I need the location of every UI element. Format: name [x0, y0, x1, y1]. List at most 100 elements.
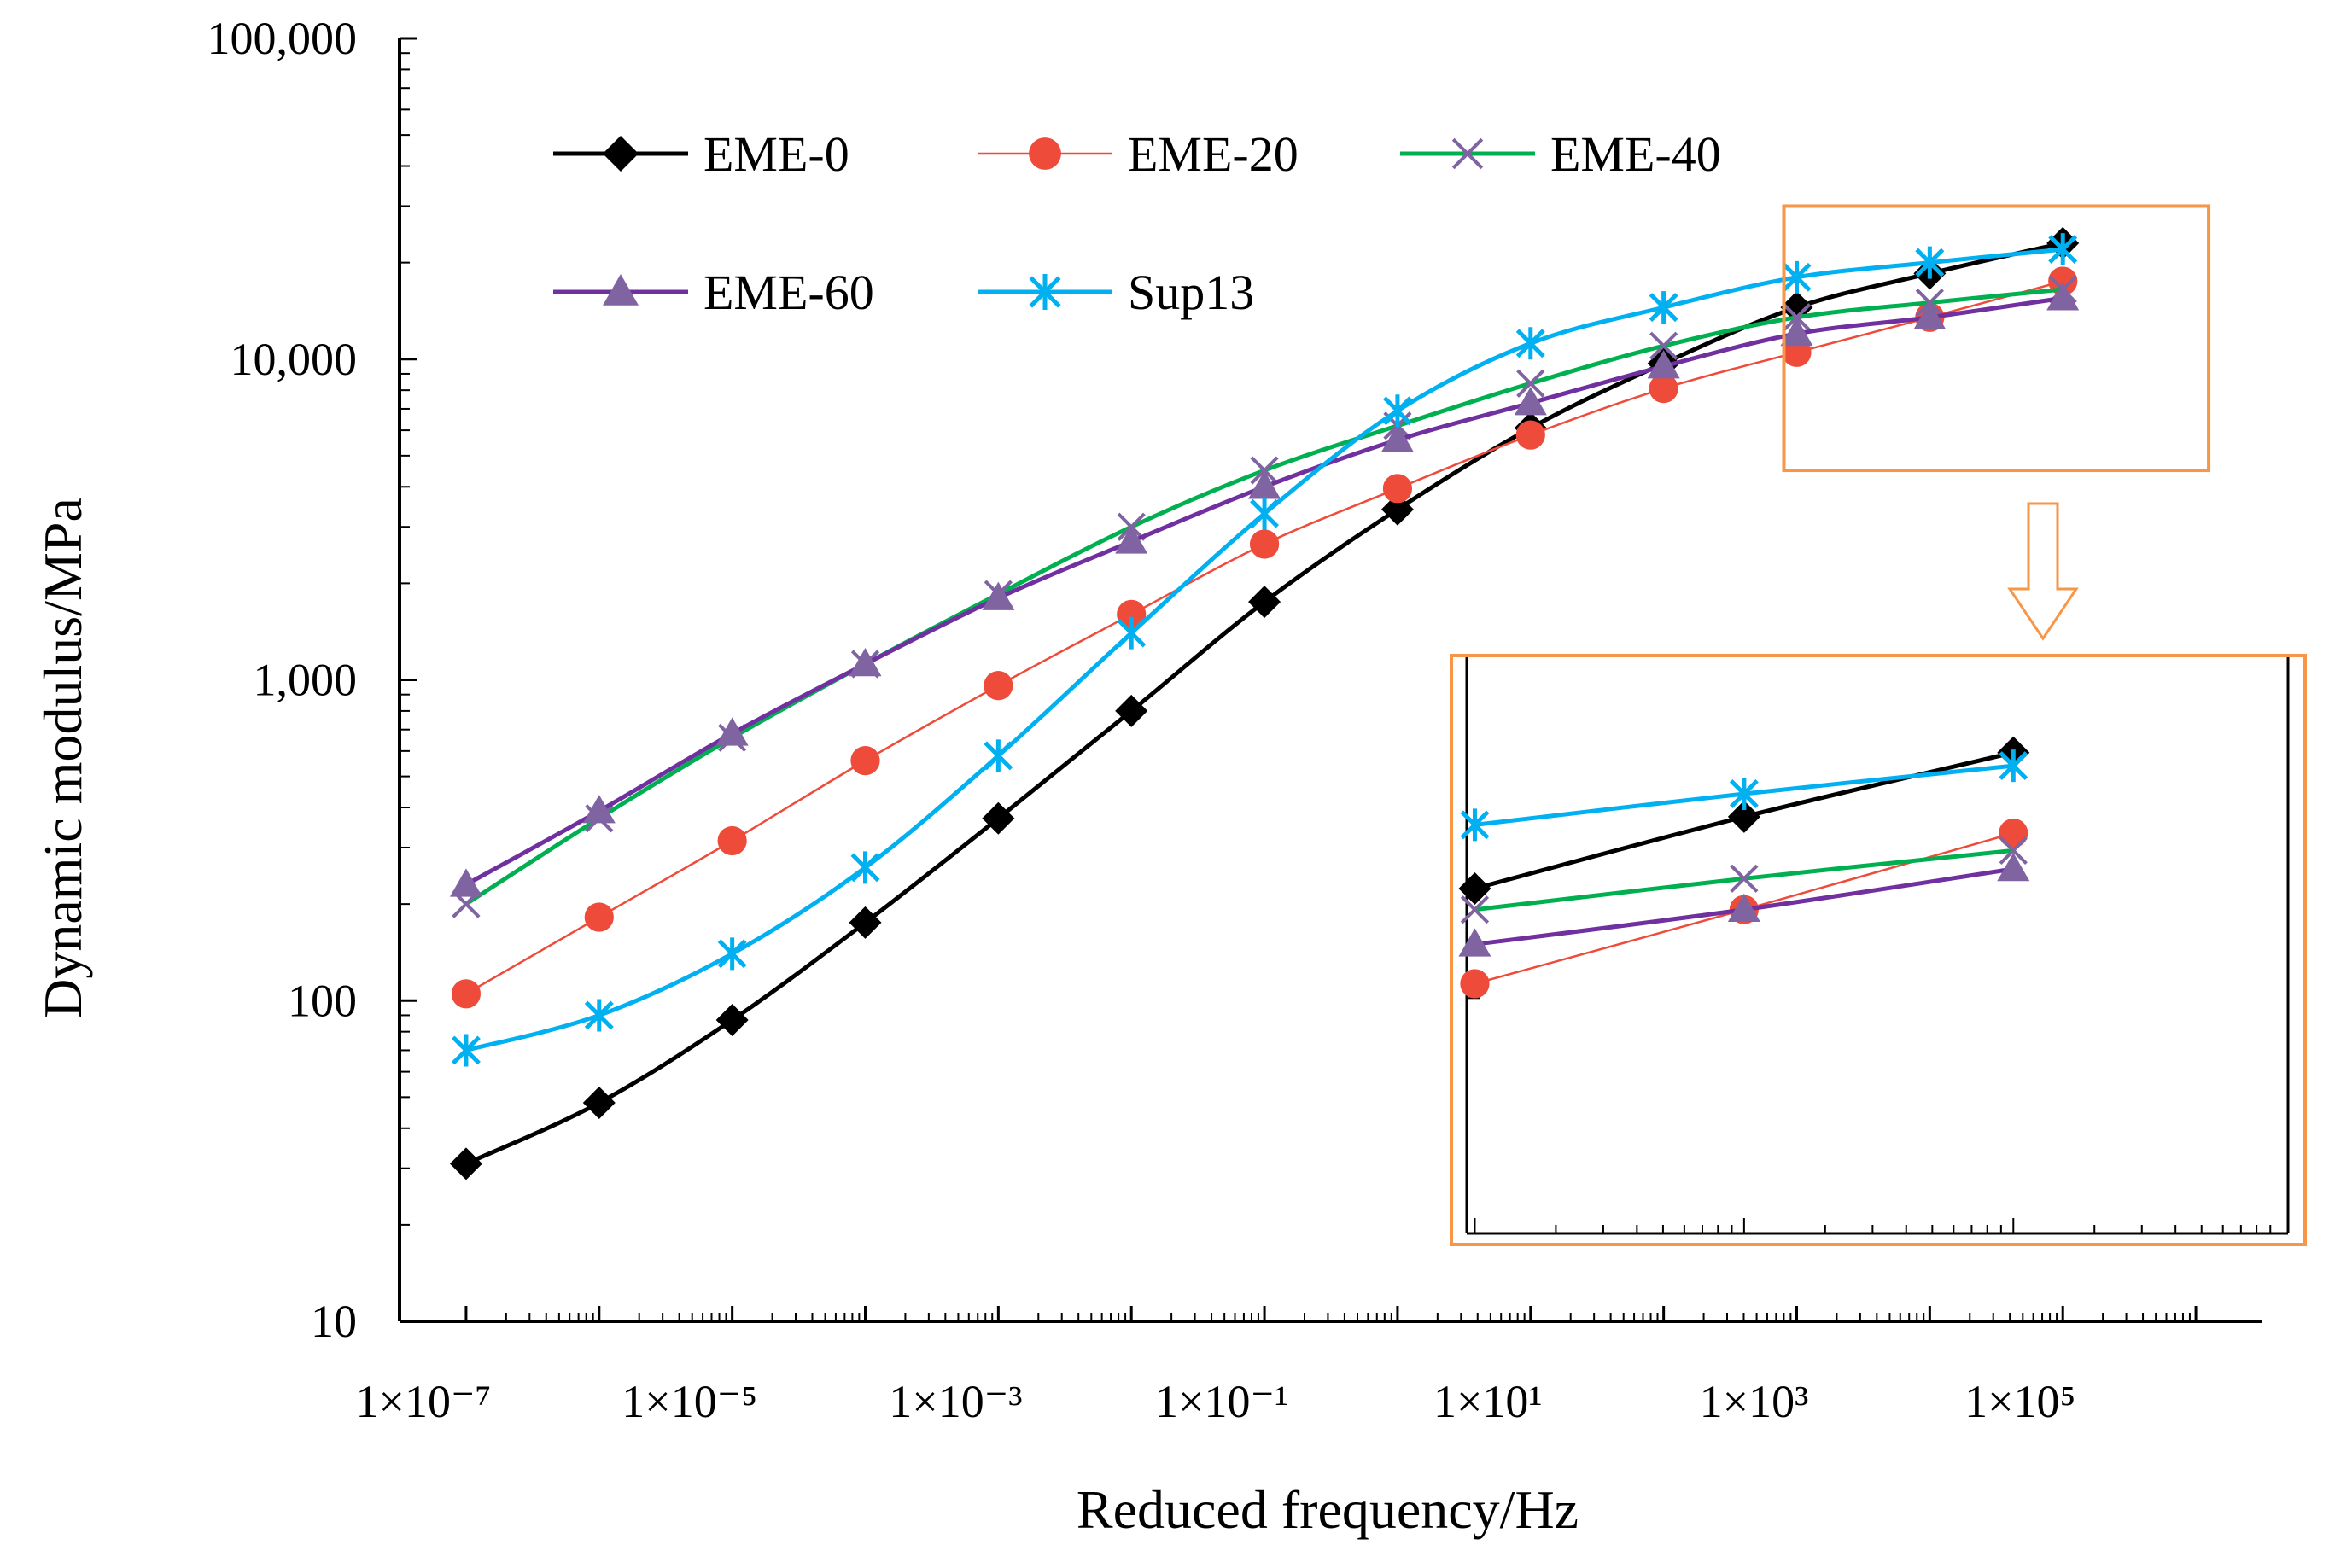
- data-point: [1117, 616, 1147, 650]
- zoom-highlight: [1782, 204, 2211, 641]
- data-point: [1460, 808, 1490, 842]
- y-tick-label: 10: [311, 1296, 357, 1347]
- y-axis-title: Dynamic modulus/MPa: [32, 498, 93, 1018]
- data-point: [1460, 969, 1490, 999]
- data-point: [1248, 586, 1281, 619]
- data-point: [1730, 864, 1759, 893]
- data-point: [1460, 895, 1490, 924]
- data-point: [1514, 387, 1547, 416]
- data-point: [449, 1147, 482, 1180]
- y-tick-label: 10,000: [231, 334, 358, 385]
- data-point: [1451, 137, 1484, 170]
- x-tick-label: 1×10¹: [1433, 1376, 1543, 1427]
- data-point: [1029, 137, 1061, 170]
- data-point: [1997, 852, 2030, 882]
- data-point: [1248, 470, 1281, 499]
- legend: EME-0 EME-20 EME-40 EME-60 Sup13: [553, 126, 1721, 320]
- data-point: [1458, 928, 1491, 957]
- inset-series-sup13: [1460, 749, 2028, 842]
- data-point: [982, 801, 1015, 835]
- series-eme-0: [449, 226, 2080, 1180]
- data-point: [582, 795, 616, 824]
- data-point: [1647, 350, 1680, 379]
- highlight-box: [1782, 204, 2211, 473]
- inset-frame: [1450, 654, 2307, 1246]
- data-point: [1117, 599, 1147, 629]
- data-point: [849, 906, 882, 939]
- data-point: [449, 868, 482, 897]
- data-point: [1115, 525, 1148, 554]
- data-point: [1515, 420, 1545, 450]
- data-point: [2046, 282, 2080, 311]
- legend-label: EME-20: [1128, 126, 1299, 182]
- y-tick-label: 100,000: [207, 13, 358, 64]
- main-axes: 10 100 1,000 10,000 100,000 1×10⁻⁷ 1×10⁻⁵ 1×10⁻…: [207, 13, 2262, 1427]
- data-point: [1999, 836, 2028, 866]
- data-point: [1649, 331, 1678, 360]
- y-tick-label: 100: [288, 975, 357, 1026]
- data-point: [1458, 872, 1491, 906]
- data-point: [717, 825, 747, 856]
- data-point: [603, 136, 639, 172]
- x-axis-title: Reduced frequency/Hz: [1077, 1479, 1579, 1540]
- legend-label: EME-0: [703, 126, 849, 182]
- data-point: [1380, 493, 1414, 526]
- data-point: [1380, 423, 1414, 452]
- x-tick-label: 1×10⁵: [1964, 1376, 2075, 1427]
- data-point: [1913, 300, 1947, 330]
- legend-item-sup13: Sup13: [978, 265, 1254, 320]
- inset-series-eme-40: [1460, 836, 2028, 924]
- data-point: [1649, 291, 1678, 324]
- data-point: [1382, 394, 1412, 428]
- x-tick-label: 1×10⁻¹: [1155, 1376, 1288, 1427]
- legend-item-eme-0: EME-0: [553, 126, 849, 182]
- legend-item-eme-20: EME-20: [978, 126, 1299, 182]
- x-tick-label: 1×10⁻⁷: [356, 1376, 492, 1427]
- data-point: [1727, 800, 1760, 833]
- data-point: [1250, 456, 1279, 485]
- data-point: [850, 851, 880, 884]
- inset-series-eme-60: [1458, 852, 2030, 957]
- data-point: [1999, 818, 2028, 848]
- data-point: [1250, 497, 1280, 530]
- down-arrow-icon: [2007, 502, 2079, 641]
- data-point: [584, 999, 614, 1032]
- inset-series-eme-0: [1458, 736, 2030, 906]
- data-point: [982, 581, 1015, 610]
- data-point: [1999, 749, 2028, 783]
- data-point: [451, 979, 482, 1009]
- data-point: [1029, 274, 1061, 310]
- data-point: [1516, 369, 1545, 398]
- data-point: [1782, 303, 1812, 332]
- x-tick-label: 1×10³: [1700, 1376, 1809, 1427]
- legend-label: EME-60: [703, 265, 874, 320]
- inset-series-eme-20: [1460, 818, 2028, 999]
- legend-item-eme-40: EME-40: [1400, 126, 1721, 182]
- data-point: [1249, 529, 1280, 559]
- x-tick-label: 1×10⁻³: [889, 1376, 1022, 1427]
- series-sup13: [451, 233, 2078, 1067]
- data-point: [715, 717, 749, 746]
- series-eme-60: [449, 282, 2080, 897]
- legend-label: EME-40: [1550, 126, 1721, 182]
- data-point: [451, 1034, 481, 1067]
- main-plot-area: [449, 226, 2080, 1180]
- x-tick-label: 1×10⁻⁵: [622, 1376, 757, 1427]
- data-point: [1515, 327, 1545, 360]
- data-point: [850, 746, 880, 776]
- data-point: [1382, 474, 1413, 504]
- y-tick-label: 1,000: [254, 655, 358, 706]
- data-point: [849, 648, 882, 677]
- data-point: [984, 671, 1013, 701]
- data-point: [1649, 374, 1678, 404]
- data-point: [717, 937, 747, 971]
- data-point: [1780, 317, 1813, 347]
- data-point: [2048, 233, 2078, 266]
- data-point: [715, 1003, 749, 1036]
- legend-label: Sup13: [1128, 265, 1254, 320]
- data-point: [1727, 893, 1760, 922]
- data-point: [1729, 777, 1759, 810]
- data-point: [984, 739, 1013, 772]
- data-point: [1782, 260, 1812, 294]
